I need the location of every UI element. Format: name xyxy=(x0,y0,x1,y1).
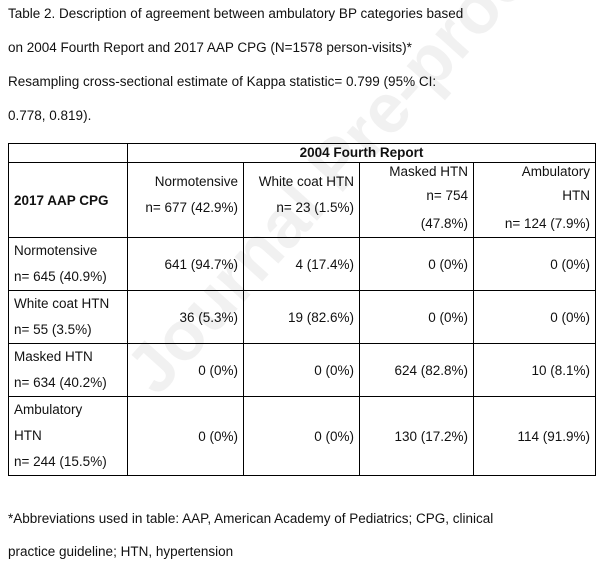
table-cell: 0 (0%) xyxy=(359,290,474,344)
table-cell: 0 (0%) xyxy=(127,396,244,476)
row-label-line: Normotensive xyxy=(14,243,98,258)
table-cell: 641 (94.7%) xyxy=(127,237,244,291)
column-header-line: n= 677 (42.9%) xyxy=(145,200,238,215)
column-header-line: White coat HTN xyxy=(258,174,354,189)
row-label-line: Ambulatory xyxy=(14,402,83,417)
row-label-line: Masked HTN xyxy=(14,349,93,364)
row-group-header: 2017 AAP CPG xyxy=(8,162,128,238)
column-header-line: (47.8%) xyxy=(420,216,468,231)
row-label-masked: Masked HTN n= 634 (40.2%) xyxy=(8,343,128,397)
column-header-white-coat: White coat HTN n= 23 (1.5%) xyxy=(243,162,360,238)
group-header-row: 2004 Fourth Report xyxy=(8,143,597,163)
row-label-line: n= 55 (3.5%) xyxy=(14,322,92,337)
column-header-line: n= 124 (7.9%) xyxy=(504,216,591,231)
agreement-table: 2004 Fourth Report 2017 AAP CPG Normoten… xyxy=(8,143,597,476)
table-row: Normotensive n= 645 (40.9%) 641 (94.7%) … xyxy=(8,237,597,291)
table-cell: 114 (91.9%) xyxy=(472,396,597,476)
column-header-line: Normotensive xyxy=(154,174,238,189)
column-header-ambulatory: Ambulatory HTN n= 124 (7.9%) xyxy=(472,162,597,238)
table-cell: 0 (0%) xyxy=(243,396,360,476)
table-caption-line-1: Table 2. Description of agreement betwee… xyxy=(8,6,464,21)
table-cell: 4 (17.4%) xyxy=(243,237,360,291)
column-header-row: 2017 AAP CPG Normotensive n= 677 (42.9%)… xyxy=(8,162,597,238)
corner-empty-cell xyxy=(8,143,128,163)
row-label-line: White coat HTN xyxy=(14,296,110,311)
table-caption-line-2: on 2004 Fourth Report and 2017 AAP CPG (… xyxy=(8,40,412,55)
table-cell: 130 (17.2%) xyxy=(359,396,474,476)
table-row: Ambulatory HTN n= 244 (15.5%) 0 (0%) 0 (… xyxy=(8,396,597,476)
kappa-statistic-line: Resampling cross-sectional estimate of K… xyxy=(8,74,437,89)
column-header-line: Ambulatory xyxy=(521,164,591,179)
group-header-cell: 2004 Fourth Report xyxy=(126,143,597,163)
row-label-line: n= 244 (15.5%) xyxy=(14,454,107,469)
row-label-line: HTN xyxy=(14,428,42,443)
table-cell: 0 (0%) xyxy=(472,237,597,291)
table-cell: 0 (0%) xyxy=(359,237,474,291)
row-label-normotensive: Normotensive n= 645 (40.9%) xyxy=(8,237,128,291)
footnote-line-1: *Abbreviations used in table: AAP, Ameri… xyxy=(8,511,494,526)
table-row: Masked HTN n= 634 (40.2%) 0 (0%) 0 (0%) … xyxy=(8,343,597,397)
table-cell: 0 (0%) xyxy=(472,290,597,344)
row-label-ambulatory: Ambulatory HTN n= 244 (15.5%) xyxy=(8,396,128,476)
footnote-line-2: practice guideline; HTN, hypertension xyxy=(8,544,234,559)
column-header-normotensive: Normotensive n= 677 (42.9%) xyxy=(127,162,244,238)
column-header-line: n= 23 (1.5%) xyxy=(276,200,354,215)
table-row: White coat HTN n= 55 (3.5%) 36 (5.3%) 19… xyxy=(8,290,597,344)
row-label-white-coat: White coat HTN n= 55 (3.5%) xyxy=(8,290,128,344)
row-label-line: n= 634 (40.2%) xyxy=(14,375,107,390)
column-header-line: Masked HTN xyxy=(389,164,468,179)
table-cell: 0 (0%) xyxy=(127,343,244,397)
table-cell: 624 (82.8%) xyxy=(359,343,474,397)
table-cell: 0 (0%) xyxy=(243,343,360,397)
table-cell: 10 (8.1%) xyxy=(472,343,597,397)
column-header-line: HTN xyxy=(562,188,591,203)
table-cell: 19 (82.6%) xyxy=(243,290,360,344)
table-cell: 36 (5.3%) xyxy=(127,290,244,344)
column-header-masked: Masked HTN n= 754 (47.8%) xyxy=(359,162,474,238)
row-label-line: n= 645 (40.9%) xyxy=(14,269,107,284)
column-header-line: n= 754 xyxy=(426,188,468,203)
kappa-ci-line: 0.778, 0.819). xyxy=(8,108,92,123)
